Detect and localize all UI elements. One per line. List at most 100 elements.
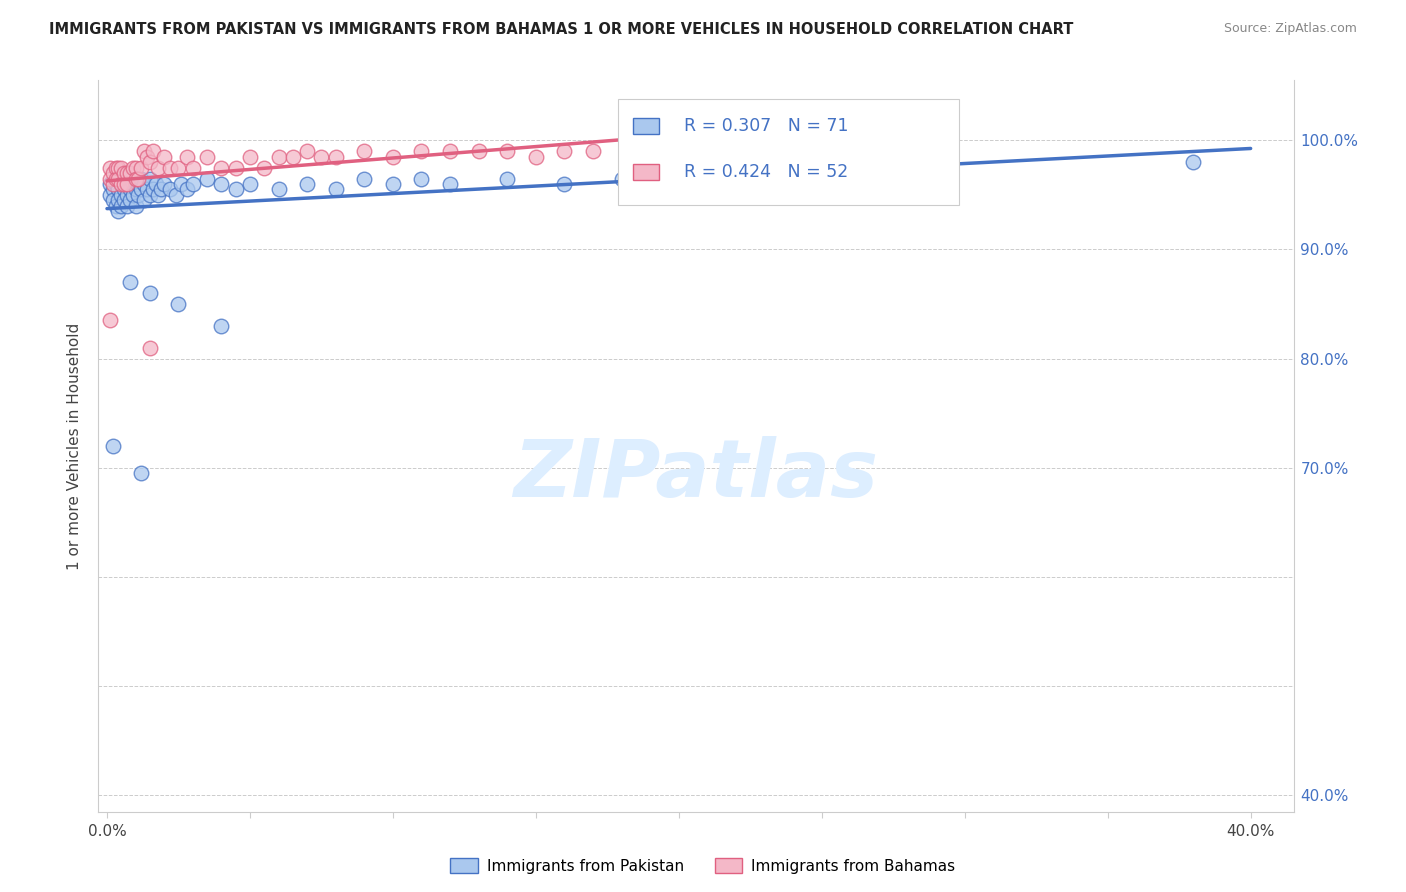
Point — [131, 467, 153, 481]
Point — [553, 177, 575, 191]
Point — [176, 182, 198, 196]
Point — [159, 161, 181, 175]
Point — [353, 171, 375, 186]
Point — [253, 161, 276, 175]
Point — [104, 199, 127, 213]
Point — [411, 171, 433, 186]
Point — [167, 161, 190, 175]
Point — [107, 171, 129, 186]
Point — [124, 182, 146, 196]
Point — [124, 199, 146, 213]
Point — [311, 150, 333, 164]
Point — [124, 171, 146, 186]
Point — [295, 177, 318, 191]
Point — [267, 150, 290, 164]
Point — [150, 182, 173, 196]
Point — [134, 194, 156, 208]
Point — [131, 161, 153, 175]
Point — [181, 177, 204, 191]
Point — [110, 199, 132, 213]
Point — [110, 177, 132, 191]
Point — [98, 177, 121, 191]
Point — [139, 155, 162, 169]
Point — [281, 150, 304, 164]
Point — [139, 171, 162, 186]
Point — [139, 286, 162, 301]
Point — [353, 145, 375, 159]
Point — [115, 177, 138, 191]
Point — [115, 188, 138, 202]
Point — [112, 166, 135, 180]
Point — [107, 182, 129, 196]
Point — [225, 161, 247, 175]
Point — [176, 150, 198, 164]
Point — [98, 171, 121, 186]
Point — [610, 171, 633, 186]
Point — [131, 182, 153, 196]
Point — [101, 439, 124, 453]
Point — [115, 177, 138, 191]
Text: ZIPatlas: ZIPatlas — [513, 436, 879, 515]
Point — [98, 313, 121, 327]
Point — [104, 171, 127, 186]
Point — [118, 166, 141, 180]
Point — [153, 150, 176, 164]
Point — [136, 182, 159, 196]
Point — [153, 177, 176, 191]
Point — [127, 171, 149, 186]
Point — [112, 171, 135, 186]
Legend: Immigrants from Pakistan, Immigrants from Bahamas: Immigrants from Pakistan, Immigrants fro… — [444, 852, 962, 880]
Point — [98, 188, 121, 202]
Point — [121, 177, 143, 191]
Point — [134, 177, 156, 191]
Point — [107, 161, 129, 175]
Point — [127, 177, 149, 191]
Point — [110, 161, 132, 175]
FancyBboxPatch shape — [633, 119, 659, 135]
Point — [136, 150, 159, 164]
Point — [115, 199, 138, 213]
Point — [553, 145, 575, 159]
Point — [170, 177, 193, 191]
Point — [810, 166, 832, 180]
Point — [107, 204, 129, 219]
Point — [104, 161, 127, 175]
Point — [124, 171, 146, 186]
Point — [104, 177, 127, 191]
Text: R = 0.424   N = 52: R = 0.424 N = 52 — [685, 162, 848, 181]
Point — [112, 194, 135, 208]
Point — [110, 177, 132, 191]
Text: IMMIGRANTS FROM PAKISTAN VS IMMIGRANTS FROM BAHAMAS 1 OR MORE VEHICLES IN HOUSEH: IMMIGRANTS FROM PAKISTAN VS IMMIGRANTS F… — [49, 22, 1074, 37]
Point — [325, 182, 347, 196]
Point — [582, 145, 605, 159]
Point — [139, 341, 162, 355]
Point — [148, 188, 170, 202]
Point — [134, 145, 156, 159]
Point — [118, 194, 141, 208]
Point — [411, 145, 433, 159]
Point — [121, 188, 143, 202]
FancyBboxPatch shape — [619, 99, 959, 204]
Point — [124, 161, 146, 175]
Point — [145, 177, 167, 191]
Point — [638, 145, 661, 159]
Text: R = 0.307   N = 71: R = 0.307 N = 71 — [685, 118, 848, 136]
Point — [112, 182, 135, 196]
Point — [1182, 155, 1205, 169]
Point — [524, 150, 547, 164]
Point — [167, 297, 190, 311]
Point — [209, 318, 232, 333]
Point — [381, 177, 404, 191]
Point — [118, 171, 141, 186]
Point — [101, 194, 124, 208]
Point — [195, 171, 218, 186]
FancyBboxPatch shape — [633, 163, 659, 180]
Text: Source: ZipAtlas.com: Source: ZipAtlas.com — [1223, 22, 1357, 36]
Point — [439, 177, 461, 191]
Point — [225, 182, 247, 196]
Y-axis label: 1 or more Vehicles in Household: 1 or more Vehicles in Household — [67, 322, 83, 570]
Point — [239, 150, 262, 164]
Point — [724, 171, 747, 186]
Point — [142, 145, 165, 159]
Point — [496, 145, 519, 159]
